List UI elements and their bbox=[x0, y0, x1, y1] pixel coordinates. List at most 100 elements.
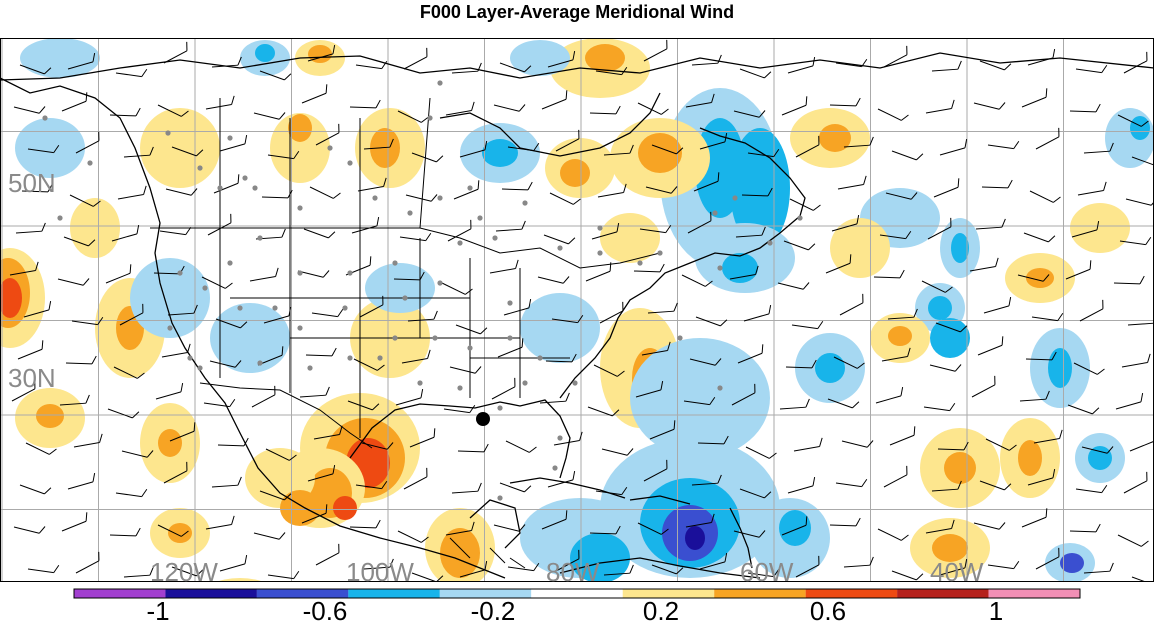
station-marker bbox=[347, 270, 353, 276]
station-marker bbox=[457, 240, 463, 246]
wind-barb bbox=[791, 320, 824, 330]
station-marker bbox=[217, 185, 223, 191]
colorbar-segment bbox=[805, 589, 898, 598]
wind-barb bbox=[873, 269, 905, 279]
wind-barb bbox=[117, 185, 147, 200]
wind-barb bbox=[599, 301, 624, 324]
wind-barb bbox=[201, 276, 233, 289]
colorbar-label-neg02: -0.2 bbox=[470, 596, 516, 626]
wind-barb bbox=[587, 406, 620, 417]
wind-barb bbox=[1069, 523, 1101, 533]
station-marker bbox=[342, 305, 348, 311]
hispaniola bbox=[629, 495, 691, 505]
wind-barb bbox=[311, 308, 344, 318]
contour-region bbox=[280, 490, 320, 526]
station-marker bbox=[167, 325, 173, 331]
wind-barb bbox=[19, 64, 52, 75]
wind-barb bbox=[547, 470, 576, 488]
wind-barb bbox=[537, 276, 570, 284]
wind-barb bbox=[551, 314, 584, 324]
wind-barb bbox=[67, 52, 96, 70]
north-america-west-coast bbox=[0, 77, 506, 579]
wind-barb bbox=[161, 343, 191, 358]
wind-barb bbox=[637, 522, 669, 535]
wind-barb bbox=[1031, 312, 1064, 322]
wind-barb bbox=[595, 66, 628, 76]
wind-barb bbox=[933, 178, 960, 198]
station-marker bbox=[417, 380, 423, 386]
wind-barb bbox=[877, 108, 909, 121]
contour-region bbox=[270, 113, 330, 183]
wind-barb bbox=[1113, 275, 1145, 285]
station-marker bbox=[272, 305, 278, 311]
wind-barb bbox=[1119, 236, 1152, 246]
wind-barb bbox=[835, 478, 868, 488]
wind-barb bbox=[1125, 198, 1154, 206]
wind-barb bbox=[261, 189, 293, 199]
wind-barb bbox=[267, 570, 300, 580]
wind-barb bbox=[981, 179, 1013, 189]
wind-barb bbox=[313, 425, 343, 440]
wind-barb bbox=[1081, 446, 1114, 454]
wind-barb bbox=[357, 177, 387, 192]
wind-barb bbox=[13, 106, 46, 114]
contour-region bbox=[1070, 203, 1130, 253]
station-marker bbox=[457, 385, 463, 391]
colorbar-segment bbox=[714, 589, 806, 598]
wind-barb bbox=[795, 555, 820, 578]
wind-barb bbox=[309, 186, 341, 199]
station-marker bbox=[297, 270, 303, 276]
contour-region bbox=[819, 124, 851, 152]
station-marker bbox=[257, 235, 263, 241]
lon-label-100w: 100W bbox=[346, 557, 414, 587]
canada-provinces bbox=[219, 97, 431, 229]
contour-region bbox=[520, 293, 600, 363]
wind-barb bbox=[843, 556, 874, 568]
wind-barb bbox=[71, 316, 104, 326]
station-marker bbox=[497, 495, 503, 501]
south-america-north bbox=[559, 557, 761, 579]
wind-barb bbox=[123, 566, 154, 578]
wind-barb bbox=[27, 564, 60, 574]
wind-barb bbox=[747, 568, 780, 578]
station-marker bbox=[637, 260, 643, 266]
wind-barb bbox=[157, 524, 189, 537]
wind-barb bbox=[651, 564, 684, 575]
station-marker bbox=[437, 80, 443, 86]
wind-barb bbox=[457, 443, 489, 453]
contour-region bbox=[36, 404, 64, 428]
wind-barb bbox=[217, 437, 249, 447]
wind-barb bbox=[585, 262, 612, 282]
wind-barb bbox=[835, 58, 868, 68]
wind-barb bbox=[363, 558, 394, 570]
wind-barb bbox=[833, 356, 865, 369]
wind-barb bbox=[123, 146, 154, 158]
wind-barb bbox=[395, 388, 424, 406]
wind-barb bbox=[737, 344, 764, 364]
wind-barb bbox=[925, 99, 955, 114]
wind-barb bbox=[787, 56, 816, 74]
wind-barb bbox=[505, 440, 537, 453]
wind-barb bbox=[683, 396, 716, 406]
colorbar-segment bbox=[622, 589, 715, 598]
colorbar bbox=[73, 588, 1081, 599]
wind-barb bbox=[645, 186, 678, 194]
contour-region bbox=[730, 128, 790, 248]
wind-barb bbox=[729, 265, 759, 280]
contour-region bbox=[440, 528, 480, 578]
wind-barb bbox=[699, 552, 728, 570]
wind-barb bbox=[397, 530, 429, 543]
station-marker bbox=[522, 200, 528, 206]
central-america-borders bbox=[449, 537, 526, 569]
wind-barb bbox=[541, 510, 568, 530]
wind-barb bbox=[689, 358, 722, 366]
wind-barb bbox=[115, 488, 148, 498]
wind-barb bbox=[779, 398, 810, 410]
station-marker bbox=[522, 380, 528, 386]
wind-barb bbox=[27, 144, 60, 154]
wind-barb bbox=[113, 366, 145, 379]
highlight-point-marker bbox=[476, 412, 490, 426]
wind-barb bbox=[923, 402, 956, 412]
lat-label-50n: 50N bbox=[8, 168, 56, 198]
station-marker bbox=[257, 360, 263, 366]
